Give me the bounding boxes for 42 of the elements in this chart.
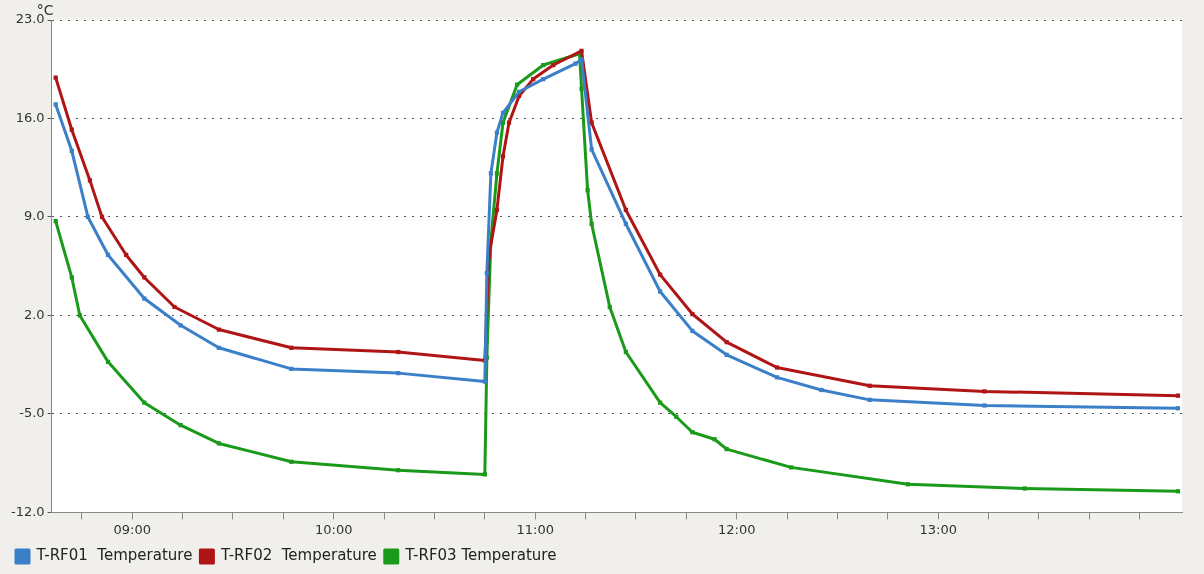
point: [69, 275, 74, 280]
point: [774, 365, 780, 370]
point: [482, 472, 487, 477]
point: [216, 441, 221, 446]
point: [289, 345, 294, 350]
point: [216, 327, 221, 332]
point: [573, 61, 578, 66]
point: [658, 289, 663, 294]
point: [482, 379, 487, 384]
x-tick-label: 11:00: [516, 521, 554, 537]
y-tick-label: -5.0: [19, 405, 45, 421]
y-tick-label: 16.0: [15, 109, 45, 125]
point: [178, 323, 183, 328]
point: [982, 389, 987, 394]
x-tick-label: 12:00: [717, 521, 756, 537]
point: [1022, 486, 1027, 491]
point: [178, 423, 183, 428]
x-tick-label: 10:00: [314, 521, 353, 537]
legend-label: T-RF01 Temperature: [35, 546, 193, 565]
point: [500, 154, 506, 159]
legend-label: T-RF02 Temperature: [219, 546, 377, 565]
point: [87, 178, 93, 183]
point: [712, 437, 717, 442]
point: [53, 102, 58, 107]
point: [172, 304, 177, 310]
legend-label: T-RF03 Temperature: [404, 546, 557, 565]
point: [589, 147, 594, 152]
y-tick-label: 2.0: [23, 306, 45, 322]
x-tick-label: 13:00: [919, 521, 957, 537]
point: [142, 296, 147, 301]
point: [142, 275, 147, 280]
point: [289, 459, 294, 464]
point: [579, 57, 584, 62]
x-tick-label: 09:00: [113, 521, 151, 537]
point: [289, 366, 294, 372]
point: [982, 403, 987, 408]
y-tick-label: 9.0: [23, 208, 45, 224]
y-tick-label: -12.0: [11, 503, 45, 519]
point: [77, 313, 82, 318]
point: [788, 465, 794, 470]
point: [585, 188, 590, 193]
point: [494, 130, 500, 135]
